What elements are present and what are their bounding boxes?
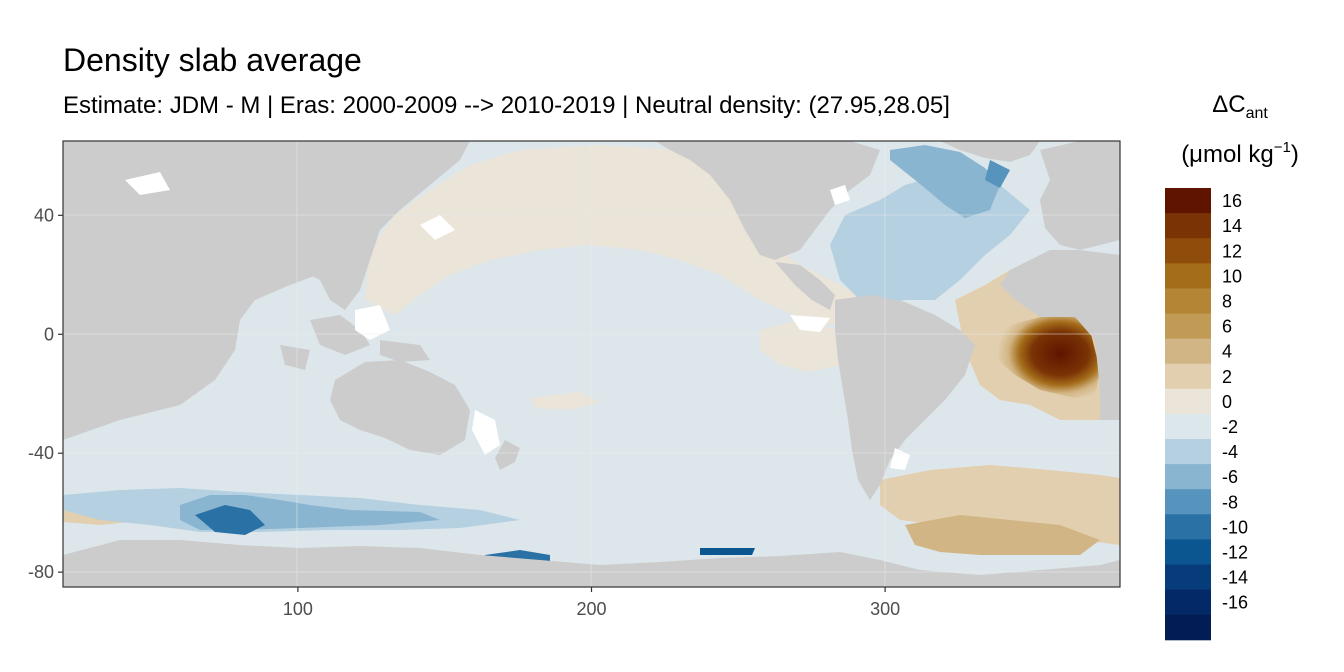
y-tick-label: 40 xyxy=(34,205,54,225)
legend-label: 6 xyxy=(1222,317,1232,337)
x-tick-label: 200 xyxy=(576,599,606,619)
legend-label: -10 xyxy=(1222,517,1248,537)
gulf-of-guinea-hotspot xyxy=(995,317,1100,398)
legend-unit-sup: −1 xyxy=(1274,139,1291,156)
legend-swatch xyxy=(1165,464,1211,490)
legend-swatch xyxy=(1165,489,1211,515)
legend-swatch xyxy=(1165,539,1211,565)
legend-label: -6 xyxy=(1222,467,1238,487)
legend-label: -16 xyxy=(1222,593,1248,613)
graticule xyxy=(63,141,1120,587)
y-tick-label: 0 xyxy=(44,324,54,344)
legend-title: ΔCant xyxy=(1212,91,1268,122)
legend-label: 0 xyxy=(1222,392,1232,412)
legend-label: 8 xyxy=(1222,292,1232,312)
legend-label: -14 xyxy=(1222,568,1248,588)
legend-label: -12 xyxy=(1222,543,1248,563)
legend-title-sub: ant xyxy=(1246,105,1269,122)
legend-swatch xyxy=(1165,288,1211,314)
legend-label: 4 xyxy=(1222,342,1232,362)
legend-unit-close: ) xyxy=(1291,141,1299,168)
legend-title-main: ΔC xyxy=(1212,91,1245,118)
legend-label: -4 xyxy=(1222,442,1238,462)
legend-label: -8 xyxy=(1222,492,1238,512)
kerguelen-deep-negative xyxy=(195,505,265,535)
legend-label: 12 xyxy=(1222,241,1242,261)
legend-unit-open: (μmol kg xyxy=(1181,141,1274,168)
legend-swatch xyxy=(1165,213,1211,239)
legend-swatch xyxy=(1165,514,1211,540)
legend-swatch xyxy=(1165,589,1211,616)
labrador-sea-negative xyxy=(890,145,1000,218)
legend-label: 10 xyxy=(1222,266,1242,286)
weddell-positive xyxy=(905,515,1100,555)
legend-bins: 16 14 12 10 8 6 4 2 0 -2 -4 -6 -8 -10 -12 -14 -16 xyxy=(1165,188,1248,641)
map-panel xyxy=(63,141,1120,587)
legend-label: 16 xyxy=(1222,191,1242,211)
map-subtitle: Estimate: JDM - M | Eras: 2000-2009 --> … xyxy=(63,92,950,119)
y-tick-label: -40 xyxy=(28,443,54,463)
legend-swatch xyxy=(1165,263,1211,289)
legend-swatch xyxy=(1165,439,1211,465)
x-axis: 100 200 300 xyxy=(283,587,900,619)
legend-label: -2 xyxy=(1222,417,1238,437)
legend-swatch xyxy=(1165,363,1211,390)
legend-swatch xyxy=(1165,188,1211,214)
nordic-seas-negative xyxy=(985,160,1010,188)
y-axis: 40 0 -40 -80 xyxy=(28,205,63,582)
legend-swatch xyxy=(1165,564,1211,591)
map-title: Density slab average xyxy=(63,42,362,78)
missing-data xyxy=(125,172,910,470)
legend-unit: (μmol kg−1) xyxy=(1181,139,1299,168)
legend-swatch xyxy=(1165,388,1211,415)
x-tick-label: 100 xyxy=(283,599,313,619)
legend-swatch xyxy=(1165,614,1211,641)
east-pacific-positive xyxy=(760,320,860,372)
legend-swatch xyxy=(1165,313,1211,340)
amundsen-negative xyxy=(700,548,755,555)
north-pacific-positive xyxy=(365,145,880,330)
legend-label: 2 xyxy=(1222,367,1232,387)
legend-swatch xyxy=(1165,413,1211,440)
legend: ΔCant (μmol kg−1) 16 14 12 10 8 6 4 2 0 -2 -4 -6 -8 -… xyxy=(1165,91,1299,641)
legend-swatch xyxy=(1165,338,1211,365)
y-tick-label: -80 xyxy=(28,562,54,582)
legend-label: 14 xyxy=(1222,216,1242,236)
south-pacific-patch xyxy=(530,392,600,410)
land xyxy=(63,141,1120,587)
x-tick-label: 300 xyxy=(870,599,900,619)
legend-swatch xyxy=(1165,238,1211,264)
